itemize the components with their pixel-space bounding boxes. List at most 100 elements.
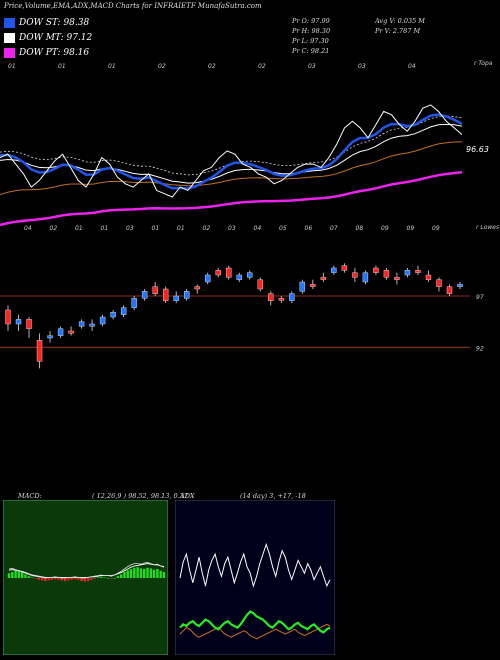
legend-swatch-white [4, 33, 15, 43]
macd-bar [7, 573, 11, 578]
macd-bar [126, 570, 129, 578]
candle-body [310, 284, 316, 287]
candle-body [226, 267, 232, 278]
macd-params: ( 12,26,9 ) 98.52, 98.13, 0.37 [92, 492, 189, 500]
legend-dow-mt: DOW MT: 97.12 [4, 33, 92, 43]
macd-bar [136, 567, 139, 578]
macd-bar [57, 578, 60, 580]
adx-chart [175, 500, 335, 655]
macd-bar [70, 578, 73, 580]
macd-line [8, 561, 165, 579]
top-tick-label: 02 [258, 63, 266, 70]
candle-body [78, 321, 85, 327]
macd-bar [129, 569, 133, 578]
macd-bar [152, 569, 156, 578]
macd-bar [44, 578, 47, 581]
candle-body [383, 270, 390, 278]
top-tick-label: 02 [208, 63, 216, 70]
macd-bar [73, 578, 77, 580]
top-tick-label: 01 [75, 225, 83, 232]
macd-bar [156, 569, 159, 578]
candle-body [36, 340, 43, 362]
macd-bar [90, 578, 93, 580]
candle-body [5, 309, 11, 325]
macd-bar [149, 568, 153, 578]
adx-plus-di-line [179, 610, 331, 634]
macd-bar [34, 578, 37, 579]
macd-bar [80, 578, 83, 581]
macd-bar [24, 574, 27, 578]
adx-line [179, 542, 331, 588]
top-tick-label: 03 [126, 225, 134, 232]
macd-bar [93, 578, 96, 579]
stat-open: Pr O: 97.99 [292, 17, 330, 25]
stat-prev-volume: Pr V: 2.787 M [375, 27, 421, 35]
stat-avg-volume: Avg V: 0.035 M [375, 17, 425, 25]
adx-panel [175, 500, 335, 655]
top-tick-label: 03 [228, 225, 236, 232]
macd-bar [67, 578, 70, 581]
candle-body [415, 270, 421, 273]
macd-bar [60, 578, 63, 581]
candle-body [299, 281, 306, 292]
macd-bar [116, 576, 120, 578]
top-tick-label: 04 [24, 225, 32, 232]
top-tick-label: 01 [58, 63, 66, 70]
macd-bar [17, 570, 21, 578]
macd-bar [133, 567, 136, 578]
candle-body [162, 288, 169, 301]
macd-bar [123, 572, 126, 578]
candle-body [47, 335, 53, 339]
candle-body [289, 293, 295, 301]
top-tick-label: 02 [203, 225, 211, 232]
macd-bar [53, 578, 57, 580]
candle-body [278, 298, 285, 301]
macd-bar [77, 578, 80, 580]
top-tick-label: 09 [381, 225, 389, 232]
candlestick-chart: 04 02 01 01 03 01 01 02 03 04 05 06 07 08 09 09 09 r Lowe… [0, 225, 499, 369]
candle-body [141, 291, 148, 299]
macd-bar [86, 578, 90, 581]
macd-bar [100, 576, 103, 578]
candle-body [89, 323, 95, 327]
candle-body [68, 330, 74, 334]
ema-short-line [0, 113, 463, 190]
candle-body [257, 279, 263, 290]
top-tick-label: 09 [432, 225, 440, 232]
candle-body [183, 291, 190, 299]
price-label: 96.63 [466, 145, 489, 154]
candle-body [247, 272, 253, 278]
macd-bar [113, 578, 116, 579]
macd-bar [143, 569, 146, 578]
stat-low: Pr L: 97.30 [292, 37, 329, 45]
legend-dow-pt-label: DOW PT: 98.16 [19, 48, 90, 58]
macd-bar [139, 568, 143, 578]
macd-bar [11, 572, 14, 578]
right-axis-label: r Lowes [476, 225, 499, 231]
top-tick-label: 05 [279, 225, 287, 232]
candle-body [320, 277, 327, 280]
top-tick-label: 06 [305, 225, 313, 232]
legend-swatch-blue [4, 18, 15, 28]
macd-bar [83, 578, 87, 582]
macd-bar [30, 577, 34, 578]
macd-bar [103, 577, 106, 578]
candle-body [131, 298, 137, 308]
candle-body [446, 286, 453, 294]
candle-body [194, 286, 200, 290]
adx-params: (14 day) 3, +17, -18 [240, 492, 306, 500]
macd-bar [40, 578, 44, 581]
top-tick-label: 01 [177, 225, 185, 232]
adx-label: ADX [180, 492, 195, 500]
legend-dow-mt-label: DOW MT: 97.12 [19, 33, 93, 43]
legend-swatch-magenta [4, 48, 15, 58]
top-tick-label: 02 [50, 225, 58, 232]
candle-body [173, 295, 179, 301]
top-tick-label: 04 [254, 225, 262, 232]
legend-dow-st-label: DOW ST: 98.38 [19, 18, 90, 28]
top-tick-label: 09 [407, 225, 415, 232]
macd-bar [96, 577, 100, 578]
macd-bar [162, 572, 166, 578]
macd-bar [119, 574, 123, 578]
candle-body [404, 270, 411, 276]
